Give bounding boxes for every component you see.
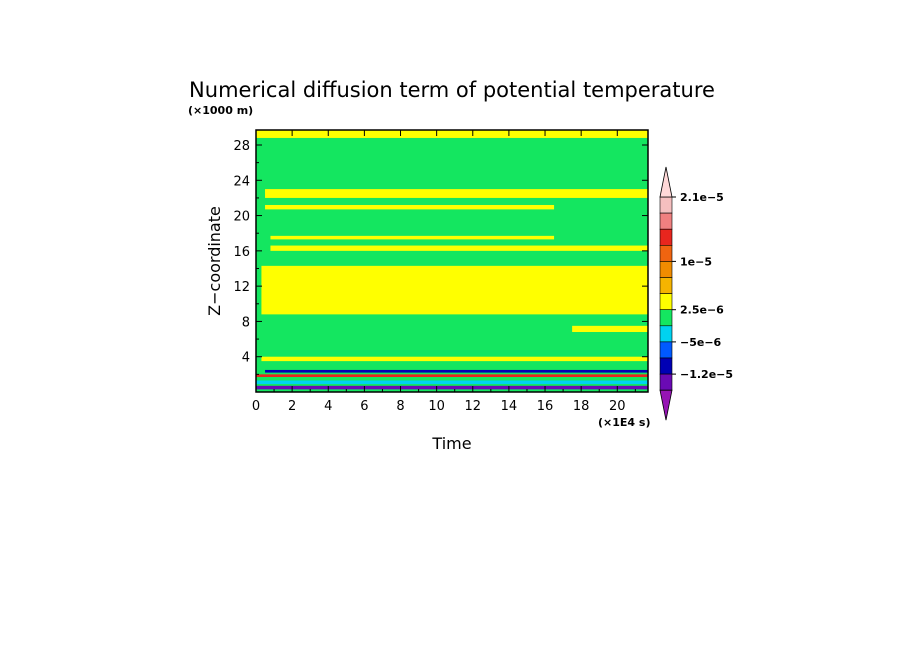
colorbar-max-arrow — [659, 166, 673, 198]
colorbar: 2.1e−5 1e−5 2.5e−6 −5e−6 −1.2e−5 — [659, 166, 733, 421]
x-axis: 0 2 4 6 8 10 12 14 16 18 20 — [252, 130, 636, 414]
contour-band — [256, 385, 648, 390]
chart-title: Numerical diffusion term of potential te… — [189, 78, 715, 102]
y-tick-label: 20 — [233, 210, 250, 225]
colorbar-label: 2.5e−6 — [680, 304, 724, 317]
x-tick-label: 20 — [609, 399, 626, 414]
contour-fills — [256, 130, 648, 390]
plot-background — [256, 130, 648, 392]
y-tick-label: 24 — [233, 174, 250, 189]
x-tick-label: 0 — [252, 399, 260, 414]
y-axis: 4 8 12 16 20 24 28 — [233, 139, 648, 375]
colorbar-segment — [659, 325, 673, 343]
colorbar-segment — [659, 341, 673, 359]
contour-band — [261, 356, 648, 362]
x-tick-label: 14 — [501, 399, 518, 414]
colorbar-segment — [659, 196, 673, 214]
plot-frame — [255, 129, 649, 393]
x-axis-label: Time — [431, 434, 471, 453]
contour-band — [265, 369, 648, 373]
y-axis-label: Z−coordinate — [205, 206, 224, 316]
colorbar-segment — [659, 357, 673, 375]
y-tick-label: 8 — [242, 315, 250, 330]
y-tick-label: 28 — [233, 139, 250, 154]
contour-band — [270, 245, 648, 251]
x-tick-label: 18 — [573, 399, 590, 414]
contour-band — [256, 380, 648, 385]
colorbar-segment — [659, 245, 673, 262]
x-tick-label: 10 — [428, 399, 445, 414]
colorbar-segment — [659, 309, 673, 327]
colorbar-segment — [659, 212, 673, 230]
colorbar-label: −1.2e−5 — [680, 368, 733, 381]
contour-band — [256, 374, 648, 378]
x-tick-label: 12 — [465, 399, 482, 414]
colorbar-label: 2.1e−5 — [680, 191, 724, 204]
colorbar-min-arrow — [659, 389, 673, 421]
x-tick-label: 6 — [360, 399, 368, 414]
y-tick-label: 12 — [233, 280, 250, 295]
colorbar-segment — [659, 293, 673, 311]
colorbar-segment — [659, 228, 673, 246]
colorbar-label: 1e−5 — [680, 255, 712, 268]
contour-band — [572, 325, 648, 333]
contour-band — [265, 204, 555, 210]
colorbar-label: −5e−6 — [680, 336, 722, 349]
x-tick-label: 2 — [288, 399, 296, 414]
y-unit-label: (×1000 m) — [188, 104, 253, 117]
x-tick-label: 4 — [324, 399, 332, 414]
contour-band — [261, 265, 648, 315]
y-tick-label: 16 — [233, 245, 250, 260]
x-unit-label: (×1E4 s) — [598, 416, 650, 429]
contour-band — [270, 235, 555, 240]
y-tick-label: 4 — [242, 351, 250, 366]
contour-band — [256, 130, 648, 138]
colorbar-segment — [659, 277, 673, 294]
contour-band — [265, 189, 648, 198]
x-tick-label: 16 — [537, 399, 554, 414]
x-tick-label: 8 — [396, 399, 404, 414]
colorbar-segment — [659, 373, 673, 391]
colorbar-segment — [659, 261, 673, 278]
